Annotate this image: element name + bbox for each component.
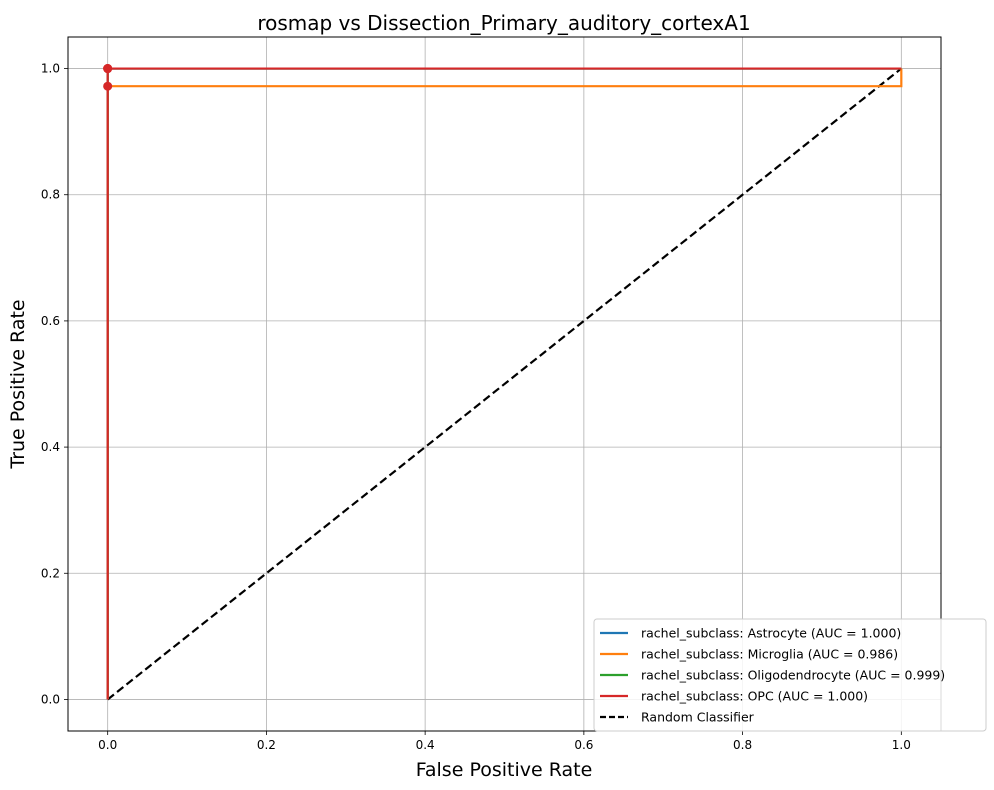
plot-frame [67,36,942,732]
x-tick-label: 0.6 [574,738,593,752]
y-tick-label: 0.8 [41,188,60,202]
legend-label: rachel_subclass: Microglia (AUC = 0.986) [641,647,898,662]
y-tick-label: 0.4 [41,440,60,454]
series-group [103,64,903,701]
plot-area [67,36,942,732]
y-tick-label: 0.2 [41,566,60,580]
legend-box [593,618,987,732]
threshold-point-2 [103,81,113,91]
x-tick-label: 0.8 [733,738,752,752]
x-axis-label: False Positive Rate [416,759,593,781]
legend-label: rachel_subclass: OPC (AUC = 1.000) [641,689,868,704]
y-tick-label: 0.0 [41,692,60,706]
x-tick-label: 0.0 [98,738,117,752]
y-tick-label: 0.6 [41,314,60,328]
legend: rachel_subclass: Astrocyte (AUC = 1.000)… [593,618,987,732]
x-tick-label: 0.4 [416,738,435,752]
random-classifier-line [106,67,903,701]
legend-label: rachel_subclass: Oligodendrocyte (AUC = … [641,668,945,683]
chart-title: rosmap vs Dissection_Primary_auditory_co… [257,11,750,35]
legend-label: Random Classifier [641,710,755,725]
threshold-point-4 [103,64,113,74]
legend-label: rachel_subclass: Astrocyte (AUC = 1.000) [641,626,901,641]
x-tick-label: 0.2 [257,738,276,752]
y-axis-label: True Positive Rate [7,299,29,469]
y-tick-label: 1.0 [41,62,60,76]
x-tick-label: 1.0 [892,738,911,752]
